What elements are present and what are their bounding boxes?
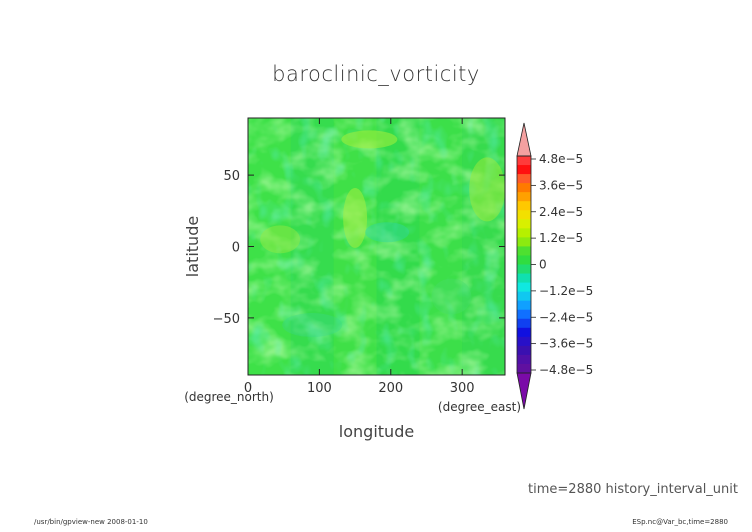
footer-command: /usr/bin/gpview-new 2008-01-10 [34, 518, 148, 526]
heatmap-field [248, 118, 506, 375]
colorbar-label: 4.8e−5 [539, 152, 583, 166]
y-tick-label: 50 [223, 169, 240, 184]
colorbar-segment [517, 228, 531, 238]
colorbar-segment [517, 192, 531, 202]
colorbar-segment [517, 219, 531, 229]
colorbar-label: −4.8e−5 [539, 363, 593, 377]
x-axis-title: longitude [339, 422, 414, 441]
time-annotation: time=2880 history_interval_unit [528, 482, 738, 497]
y-axis: 50 0 −50 [213, 169, 505, 327]
colorbar-segment [517, 363, 531, 374]
x-axis: 0 100 200 300 [244, 118, 475, 396]
colorbar-segment [517, 183, 531, 193]
colorbar-label: 1.2e−5 [539, 231, 583, 245]
y-axis-title: latitude [183, 216, 202, 277]
vortex-feature [341, 130, 398, 149]
y-axis-unit: (degree_north) [184, 390, 274, 404]
colorbar-segment [517, 282, 531, 293]
colorbar-segment [517, 237, 531, 247]
colorbar-segment [517, 291, 531, 302]
colorbar-segment [517, 255, 531, 265]
footer-source: ESp.nc@Var_bc,time=2880 [632, 518, 728, 526]
colorbar-label: −3.6e−5 [539, 337, 593, 351]
colorbar-segment [517, 327, 531, 338]
y-tick-label: −50 [213, 312, 240, 327]
x-tick-label: 200 [378, 381, 403, 396]
colorbar: 4.8e−5 3.6e−5 2.4e−5 1.2e−5 0 −1.2e−5 −2.4e−5 −… [516, 122, 593, 410]
vortex-feature [343, 187, 368, 248]
vortex-feature [282, 313, 343, 338]
colorbar-label: 3.6e−5 [539, 178, 583, 192]
colorbar-segment [517, 354, 531, 365]
vortex-feature [431, 278, 472, 315]
y-tick-label: 0 [232, 241, 240, 256]
colorbar-segment [517, 300, 531, 311]
x-tick-label: 0 [244, 381, 252, 396]
vortex-feature [469, 157, 506, 222]
colorbar-segment [517, 165, 531, 175]
vortex-feature [260, 225, 301, 254]
colorbar-segment [517, 318, 531, 329]
x-tick-label: 300 [450, 381, 475, 396]
colorbar-extend-high [516, 122, 532, 157]
colorbar-segment [517, 273, 531, 283]
chart-title: baroclinic_vorticity [272, 62, 480, 86]
colorbar-segment [517, 345, 531, 356]
colorbar-segment [517, 210, 531, 220]
colorbar-label: 2.4e−5 [539, 205, 583, 219]
x-tick-label: 100 [307, 381, 332, 396]
colorbar-segment [517, 246, 531, 256]
colorbar-segment [517, 174, 531, 184]
field-features [260, 130, 506, 338]
colorbar-segment [517, 264, 531, 274]
field-texture-cool [248, 118, 505, 375]
colorbar-label: 0 [539, 258, 547, 272]
colorbar-label: −1.2e−5 [539, 284, 593, 298]
colorbar-segment [517, 201, 531, 211]
colorbar-segment [517, 156, 531, 166]
colorbar-label: −2.4e−5 [539, 310, 593, 324]
x-axis-unit: (degree_east) [438, 400, 521, 414]
colorbar-segment [517, 336, 531, 347]
vortex-feature [365, 222, 410, 243]
colorbar-segment [517, 309, 531, 320]
